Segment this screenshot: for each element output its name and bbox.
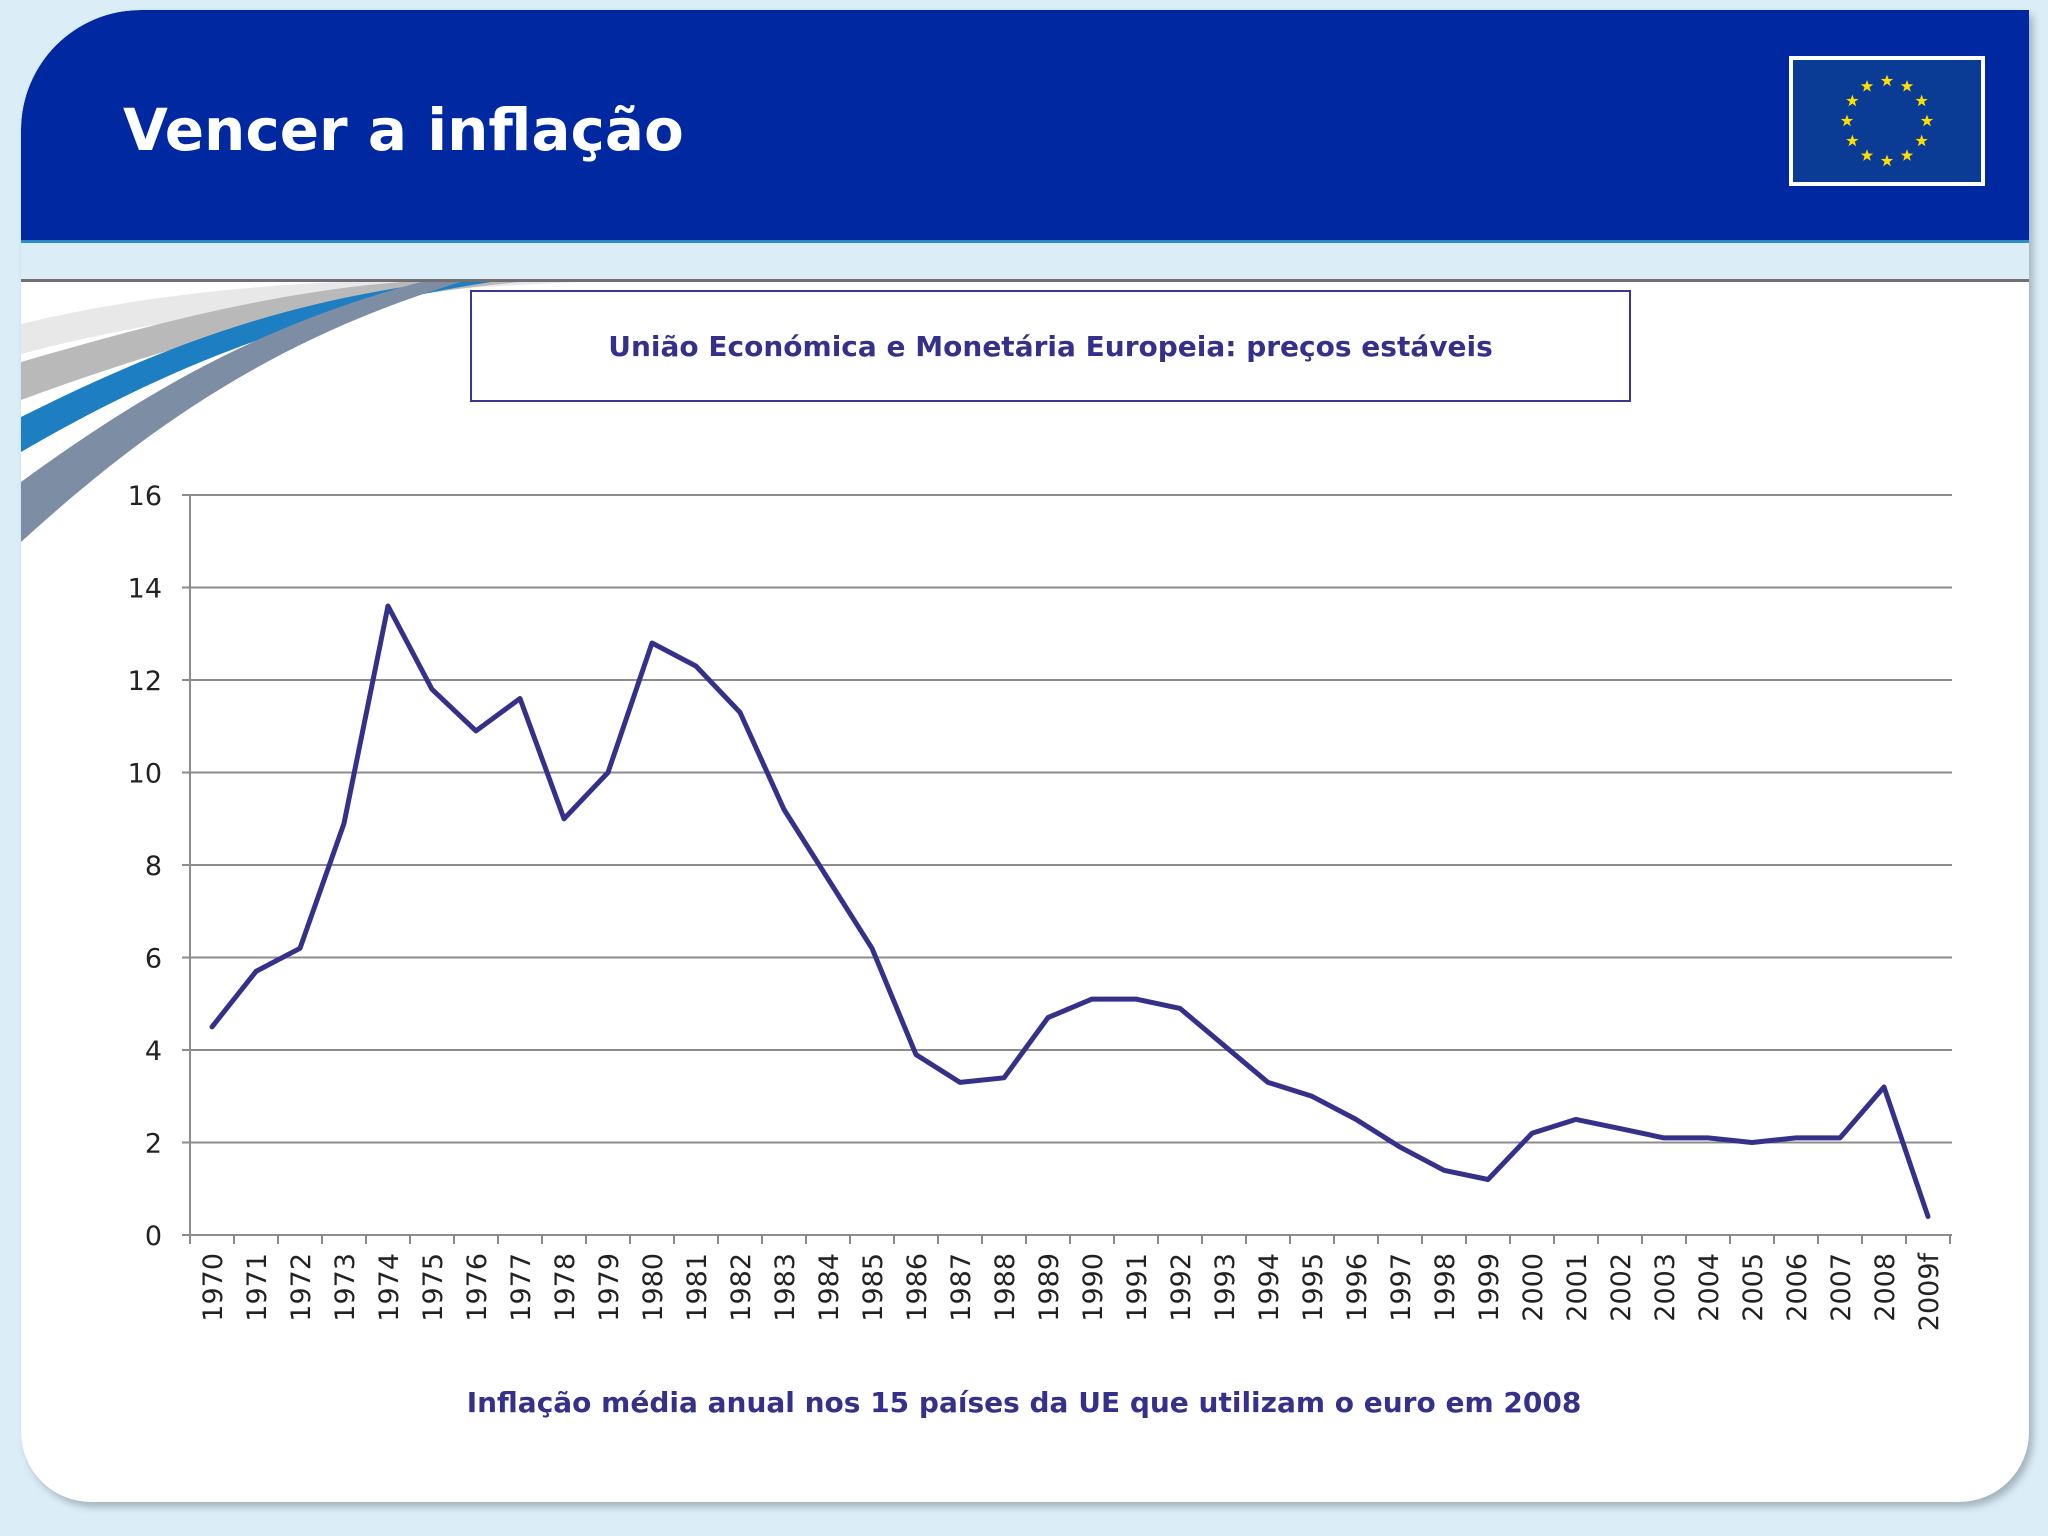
x-tick-label: 1986 (902, 1253, 933, 1322)
flag-star-icon (1860, 149, 1874, 161)
x-tick-label: 1988 (990, 1253, 1021, 1322)
x-tick-label: 1995 (1298, 1253, 1329, 1322)
x-tick-label: 2005 (1738, 1253, 1769, 1322)
x-tick-label: 1998 (1430, 1253, 1461, 1322)
flag-star-icon (1846, 94, 1859, 107)
x-tick-label: 1971 (242, 1253, 273, 1322)
x-tick-label: 2004 (1694, 1253, 1725, 1322)
x-tick-label: 1999 (1474, 1253, 1505, 1322)
x-tick-label: 2009f (1914, 1252, 1945, 1332)
x-tick-label: 1992 (1166, 1253, 1197, 1322)
flag-star-icon (1915, 94, 1928, 107)
x-tick-label: 1970 (198, 1253, 229, 1322)
x-tick-label: 1984 (814, 1253, 845, 1322)
flag-star-icon (1860, 79, 1874, 92)
flag-star-icon (1900, 79, 1914, 92)
flag-star-icon (1880, 154, 1894, 167)
x-tick-label: 2003 (1650, 1253, 1681, 1322)
x-tick-label: 2000 (1518, 1253, 1549, 1322)
flag-star-icon (1846, 134, 1859, 147)
x-tick-label: 1997 (1386, 1253, 1417, 1322)
x-tick-label: 2002 (1606, 1253, 1637, 1322)
x-tick-label: 1996 (1342, 1253, 1373, 1322)
chart-title-box: União Económica e Monetária Europeia: pr… (470, 290, 1631, 402)
flag-star-icon (1840, 114, 1854, 127)
x-tick-label: 1974 (374, 1253, 405, 1322)
x-tick-label: 1975 (418, 1253, 449, 1322)
x-tick-label: 1987 (946, 1253, 977, 1322)
x-tick-label: 1991 (1122, 1253, 1153, 1322)
slide-title: Vencer a inflação (123, 96, 684, 164)
y-tick-label: 2 (145, 1129, 162, 1160)
inflation-series-line (209, 603, 1931, 1219)
x-tick-label: 1994 (1254, 1253, 1285, 1322)
x-tick-label: 1976 (462, 1253, 493, 1322)
y-tick-label: 4 (145, 1036, 162, 1067)
x-tick-label: 1989 (1034, 1253, 1065, 1322)
flag-star-icon (1900, 149, 1914, 161)
flag-star-icon (1880, 74, 1894, 87)
y-tick-label: 8 (145, 851, 162, 882)
x-tick-label: 1985 (858, 1253, 889, 1322)
x-tick-label: 2001 (1562, 1253, 1593, 1322)
x-tick-label: 1979 (594, 1253, 625, 1322)
x-tick-label: 1980 (638, 1253, 669, 1322)
y-tick-label: 0 (145, 1221, 162, 1252)
x-tick-label: 1973 (330, 1253, 361, 1322)
y-tick-label: 10 (128, 759, 162, 790)
x-tick-labels: 1970 1971 1972 1973 1974 1975 1976 1977 1978 1979… (198, 1252, 1945, 1332)
x-tick-label: 2006 (1782, 1253, 1813, 1322)
x-tick-label: 1978 (550, 1253, 581, 1322)
x-tick-label: 2007 (1826, 1253, 1857, 1322)
x-tick-label: 1981 (682, 1253, 713, 1322)
x-tick-label: 1982 (726, 1253, 757, 1322)
header-divider (21, 243, 2029, 282)
x-tick-label: 1972 (286, 1253, 317, 1322)
chart-caption: Inflação média anual nos 15 países da UE… (466, 1386, 1582, 1419)
grid-lines (182, 494, 1952, 1236)
flag-star-icon (1915, 134, 1928, 147)
series-layer (209, 603, 1931, 1219)
y-tick-labels: 0 2 4 6 8 10 12 14 16 (128, 481, 162, 1252)
x-tick-label: 1977 (506, 1253, 537, 1322)
x-tick-label: 1990 (1078, 1253, 1109, 1322)
decorative-swoosh (21, 282, 581, 582)
axes (189, 495, 1952, 1244)
y-tick-label: 12 (128, 666, 162, 697)
x-tick-label: 2008 (1870, 1253, 1901, 1322)
x-tick-label: 1993 (1210, 1253, 1241, 1322)
slide-header (21, 10, 2029, 243)
y-tick-label: 14 (128, 574, 162, 605)
chart-title: União Económica e Monetária Europeia: pr… (608, 329, 1493, 363)
eu-flag-icon (1789, 56, 1985, 186)
x-tick-label: 1983 (770, 1253, 801, 1322)
flag-star-icon (1920, 114, 1934, 127)
y-tick-label: 16 (128, 481, 162, 512)
y-tick-label: 6 (145, 944, 162, 975)
